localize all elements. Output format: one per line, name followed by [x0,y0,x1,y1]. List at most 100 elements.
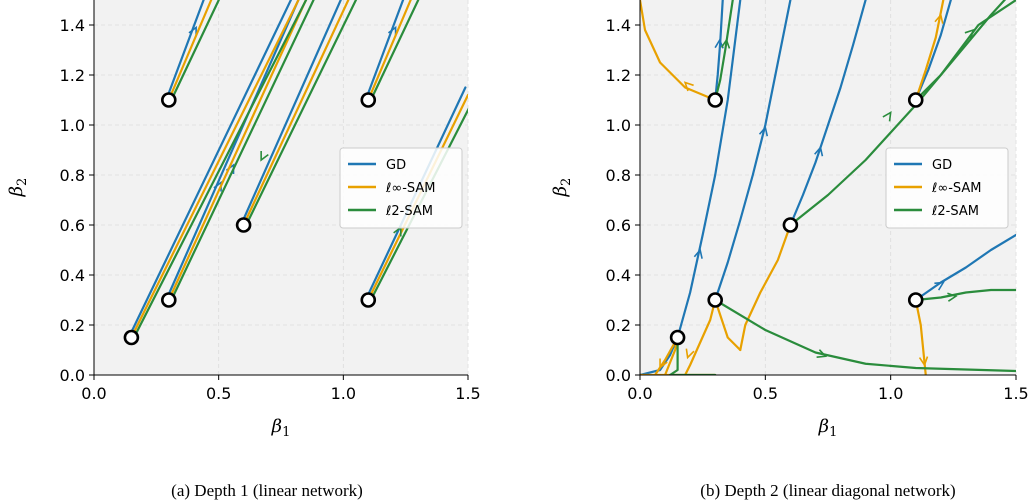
trajectory-line [914,0,945,102]
chart-b: 0.0 0.5 1.0 1.5 0.0 0.2 0.4 0.6 0.8 1.0 1.2 1.4 β1 β2… [550,0,1029,500]
direction-arrow [213,180,222,192]
trajectory-line [167,0,213,102]
trajectory-line [245,0,358,227]
x-tick-label: 1.0 [878,384,903,403]
legend-label: GD [932,158,952,173]
caption: (b) Depth 2 (linear diagonal network) [700,481,955,500]
y-tick-label: 0.0 [606,366,631,385]
trajectory-line [369,0,420,102]
init-point [161,292,177,308]
y-tick-label: 0.4 [60,266,85,285]
trajectory-line [167,0,308,302]
init-point [360,92,377,108]
direction-arrow [882,111,892,122]
legend-box [885,147,1009,229]
y-tick-label: 0.8 [60,166,85,185]
init-point [669,329,686,346]
y-tick-label: 0.4 [606,266,631,285]
direction-arrow [659,358,668,370]
direction-arrow [947,292,958,302]
trajectory-line [127,0,292,339]
y-axis-label: β2 [6,178,30,198]
y-tick-label: 1.2 [60,66,85,85]
y-tick-label: 1.4 [606,16,631,35]
trajectory-line [714,298,742,352]
trajectory-line [914,288,1016,302]
caption: (a) Depth 1 (linear network) [171,481,363,500]
y-tick-label: 0.0 [60,366,85,385]
trajectory-line [165,0,300,302]
trajectory-line [914,298,927,375]
direction-arrow [918,356,929,367]
trajectory-line [714,0,734,102]
trajectory-line [914,0,1007,102]
series-GD [640,0,1016,375]
trajectory-line [640,0,717,102]
trajectory-line [364,0,405,102]
init-point [707,92,724,108]
trajectory-line [165,0,205,102]
legend: GD ℓ∞-SAM ℓ2-SAM [885,147,1009,229]
trajectory-line [653,336,679,375]
x-axis-label: β1 [818,416,838,440]
x-tick-label: 1.0 [331,384,356,403]
x-tick-label: 0.5 [206,384,231,403]
init-point [360,292,377,308]
init-point [907,92,924,108]
trajectory-line [668,336,679,375]
legend-box [339,147,463,229]
legend-label: ℓ2-SAM [385,204,433,219]
trajectory-line [684,298,717,375]
trajectory-line [130,0,300,339]
legend-label: ℓ∞-SAM [931,181,982,196]
direction-arrow [814,145,824,157]
legend-label: ℓ2-SAM [931,204,979,219]
x-tick-label: 0.5 [753,384,778,403]
init-point [123,329,140,346]
init-point [707,292,724,308]
y-tick-label: 0.2 [60,316,85,335]
direction-arrow [758,125,769,137]
plot-content [640,0,1016,375]
trajectory-line [914,233,1016,302]
trajectory-line [714,298,1016,373]
legend: GD ℓ∞-SAM ℓ2-SAM [339,147,463,229]
direction-arrow [260,151,269,162]
direction-arrow [683,81,694,92]
direction-arrow [720,38,731,49]
init-point [907,292,924,308]
direction-arrow [964,28,975,39]
trajectory-line [170,0,315,302]
y-tick-label: 0.6 [60,216,85,235]
trajectory-line [714,0,724,102]
x-tick-label: 1.5 [455,384,480,403]
trajectory-line [789,0,867,227]
trajectory-line [239,0,342,227]
series-ℓ2-SAM [668,0,1016,375]
x-tick-label: 1.5 [1003,384,1028,403]
trajectory-line [714,0,792,302]
chart-a: 0.0 0.5 1.0 1.5 0.0 0.2 0.4 0.6 0.8 1.0 1.2 1.4 β1 β2… [6,0,481,500]
direction-arrow [934,281,945,291]
direction-arrow [816,349,828,358]
trajectory-line [914,0,952,102]
trajectory-line [170,0,220,102]
trajectory-line [132,0,308,339]
x-axis-label: β1 [271,416,291,440]
direction-arrow [685,348,695,360]
legend-label: ℓ∞-SAM [385,181,436,196]
trajectory-line [739,223,792,352]
y-tick-label: 1.4 [60,16,85,35]
direction-arrow [934,13,944,24]
y-tick-label: 0.2 [606,316,631,335]
y-axis-label: β2 [550,178,574,198]
trajectory-line [367,0,412,102]
y-tick-label: 1.0 [606,116,631,135]
legend-label: GD [386,158,406,173]
x-tick-label: 0.0 [81,384,106,403]
init-point [161,92,177,108]
y-tick-label: 1.0 [60,116,85,135]
direction-arrow [693,248,703,259]
x-tick-label: 0.0 [627,384,652,403]
